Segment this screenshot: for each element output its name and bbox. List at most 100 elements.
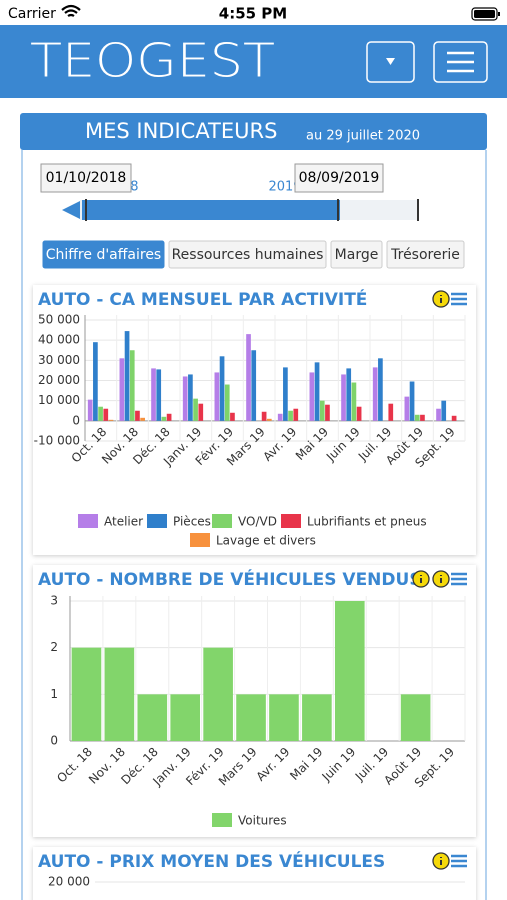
bar (224, 384, 230, 421)
legend-label: Lavage et divers (216, 534, 316, 548)
bar (230, 412, 235, 421)
bar (124, 331, 130, 421)
tab[interactable]: Marge (330, 240, 383, 269)
legend-swatch (281, 514, 301, 528)
bar (293, 408, 299, 421)
bar (325, 404, 330, 421)
bar (400, 694, 431, 741)
bar (334, 601, 365, 741)
info-button[interactable] (432, 852, 450, 870)
legend-label: Atelier (104, 515, 143, 529)
clock: 4:55 PM (219, 5, 287, 23)
chart-title: AUTO - CA MENSUEL PAR ACTIVITÉ (38, 288, 367, 310)
chart-menu[interactable] (451, 292, 467, 306)
chart-title: AUTO - NOMBRE DE VÉHICULES VENDUS (38, 568, 422, 590)
info-button[interactable] (432, 290, 450, 308)
bar (288, 410, 293, 421)
bar (388, 403, 394, 421)
panel-header (20, 113, 487, 150)
bar (314, 362, 320, 421)
legend-item[interactable]: Lubrifiants et pneus (281, 514, 427, 529)
tabs: Chiffre d'affaires Ressources humaines Mar… (42, 240, 465, 269)
bar (214, 372, 220, 421)
slider-arrow[interactable] (62, 201, 80, 219)
legend-item[interactable]: Lavage et divers (190, 533, 316, 548)
range-slider[interactable]: 2018 2019 01/10/2018 08/09/2019 (40, 163, 419, 221)
bar (151, 368, 156, 421)
y-tick-label: 0 (50, 734, 58, 748)
slider-handle[interactable] (85, 199, 419, 221)
bar (103, 408, 109, 421)
wifi-icon (61, 4, 81, 17)
y-tick-label: 20 000 (48, 875, 90, 889)
tab-box (168, 240, 327, 269)
panel-date: au 29 juillet 2020 (306, 129, 420, 144)
y-tick-label: 2 (50, 640, 58, 654)
tab[interactable]: Trésorerie (386, 240, 465, 269)
bar (378, 358, 383, 421)
bar (302, 694, 332, 741)
bar (198, 403, 204, 421)
info-button[interactable] (432, 570, 450, 588)
legend-item[interactable]: Pièces (147, 514, 211, 529)
bar (129, 350, 135, 421)
bar (346, 368, 352, 421)
dropdown-button[interactable] (366, 41, 415, 83)
legend-label: VO/VD (238, 515, 277, 529)
bar (319, 400, 325, 421)
bar (266, 418, 272, 421)
bar (170, 694, 201, 741)
y-tick-label: 10 000 (38, 393, 80, 407)
tab-box (386, 240, 465, 269)
bar (277, 413, 283, 421)
bar (351, 382, 357, 421)
bar (356, 406, 362, 421)
legend-item[interactable]: Atelier (78, 514, 143, 529)
logo: TEOGEST (30, 34, 275, 88)
range-end: 08/09/2019 (299, 170, 380, 186)
menu-button[interactable] (433, 41, 488, 83)
bar (219, 356, 225, 421)
tab[interactable]: Ressources humaines (168, 240, 327, 269)
bar (98, 406, 103, 421)
bar (269, 694, 299, 741)
battery-icon (471, 7, 500, 21)
bar (404, 396, 410, 421)
bar (104, 647, 135, 741)
legend-label: Voitures (238, 814, 287, 828)
legend-item[interactable]: Voitures (212, 813, 287, 828)
panel-border (21, 150, 487, 900)
tab[interactable]: Chiffre d'affaires (42, 240, 165, 269)
y-tick-label: 50 000 (38, 313, 80, 327)
bar (193, 398, 198, 421)
bar (341, 374, 346, 421)
bar (161, 416, 167, 421)
tab-box (330, 240, 383, 269)
tab-label: Trésorerie (390, 247, 460, 263)
chart-menu[interactable] (451, 854, 467, 868)
bar (188, 374, 193, 421)
bar (140, 417, 145, 421)
tab-label: Ressources humaines (172, 247, 324, 263)
bar (309, 372, 315, 421)
carrier: Carrier (8, 6, 56, 22)
tab-label: Marge (335, 247, 379, 263)
bar (246, 334, 251, 421)
chart-menu[interactable] (451, 572, 467, 586)
bar (87, 399, 93, 421)
legend-swatch (212, 514, 232, 528)
legend-item[interactable]: VO/VD (212, 514, 277, 529)
y-tick-label: 40 000 (38, 333, 80, 347)
y-tick-label: 0 (72, 413, 80, 427)
bar (436, 408, 441, 421)
bar (135, 410, 140, 421)
info-button[interactable] (412, 570, 430, 588)
tab-label: Chiffre d'affaires (46, 247, 161, 263)
bar (414, 414, 420, 421)
y-tick-label: 30 000 (38, 353, 80, 367)
legend-label: Lubrifiants et pneus (307, 515, 427, 529)
bar (283, 367, 288, 421)
bar (203, 647, 233, 741)
y-tick-label: 1 (50, 687, 58, 701)
